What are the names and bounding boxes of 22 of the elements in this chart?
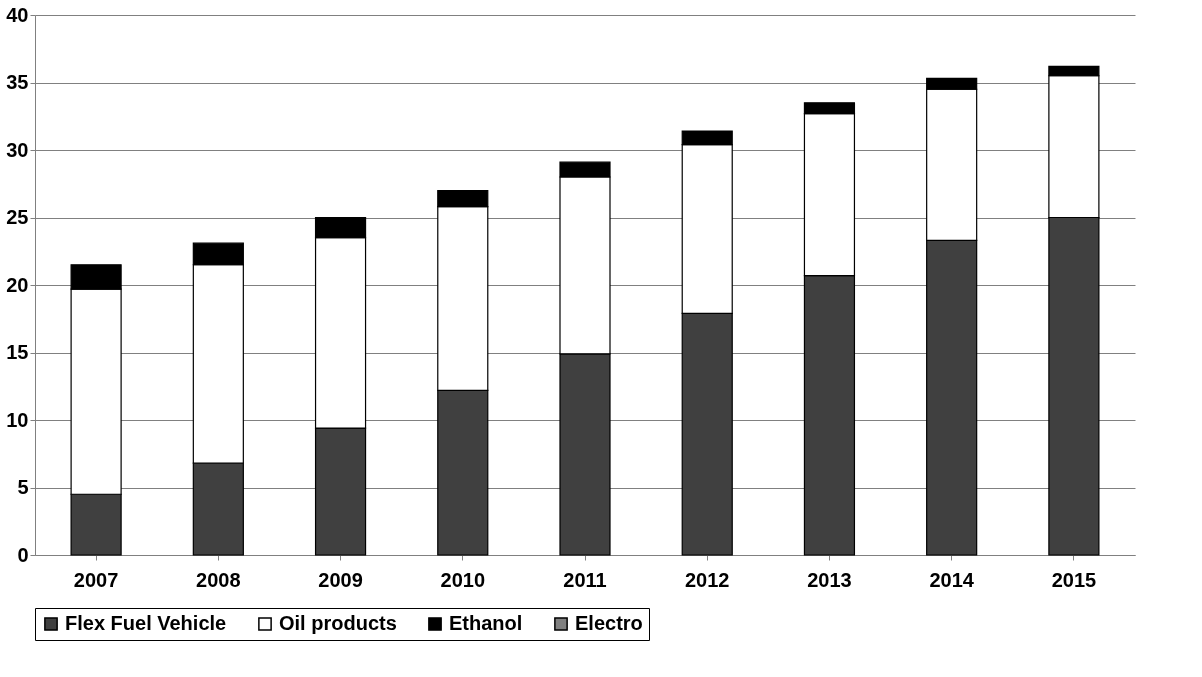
x-tick-label: 2010 — [440, 568, 486, 591]
y-tick-label: 5 — [17, 476, 29, 498]
y-tick-label: 20 — [6, 273, 29, 296]
x-tick-label: 2008 — [196, 568, 241, 591]
y-tick-label: 40 — [6, 3, 29, 26]
x-tick-label: 2013 — [807, 568, 852, 591]
x-tick-label: 2011 — [563, 568, 607, 591]
legend-label: Ethanol — [449, 612, 523, 634]
x-tick-label: 2015 — [1051, 568, 1097, 591]
y-tick-label: 30 — [6, 138, 29, 161]
x-tick-label: 2009 — [318, 568, 363, 591]
x-tick-label: 2012 — [684, 568, 730, 591]
y-tick-label: 0 — [17, 543, 29, 566]
y-tick-label: 15 — [6, 341, 29, 363]
x-tick-label: 2007 — [73, 568, 119, 591]
x-tick-label: 2014 — [929, 568, 975, 591]
y-tick-label: 35 — [6, 71, 29, 93]
legend-label: Oil products — [279, 612, 397, 634]
y-tick-label: 10 — [6, 408, 29, 431]
legend-label: Electro — [575, 612, 643, 634]
legend-label: Flex Fuel Vehicle — [65, 612, 227, 634]
y-tick-label: 25 — [6, 206, 29, 228]
